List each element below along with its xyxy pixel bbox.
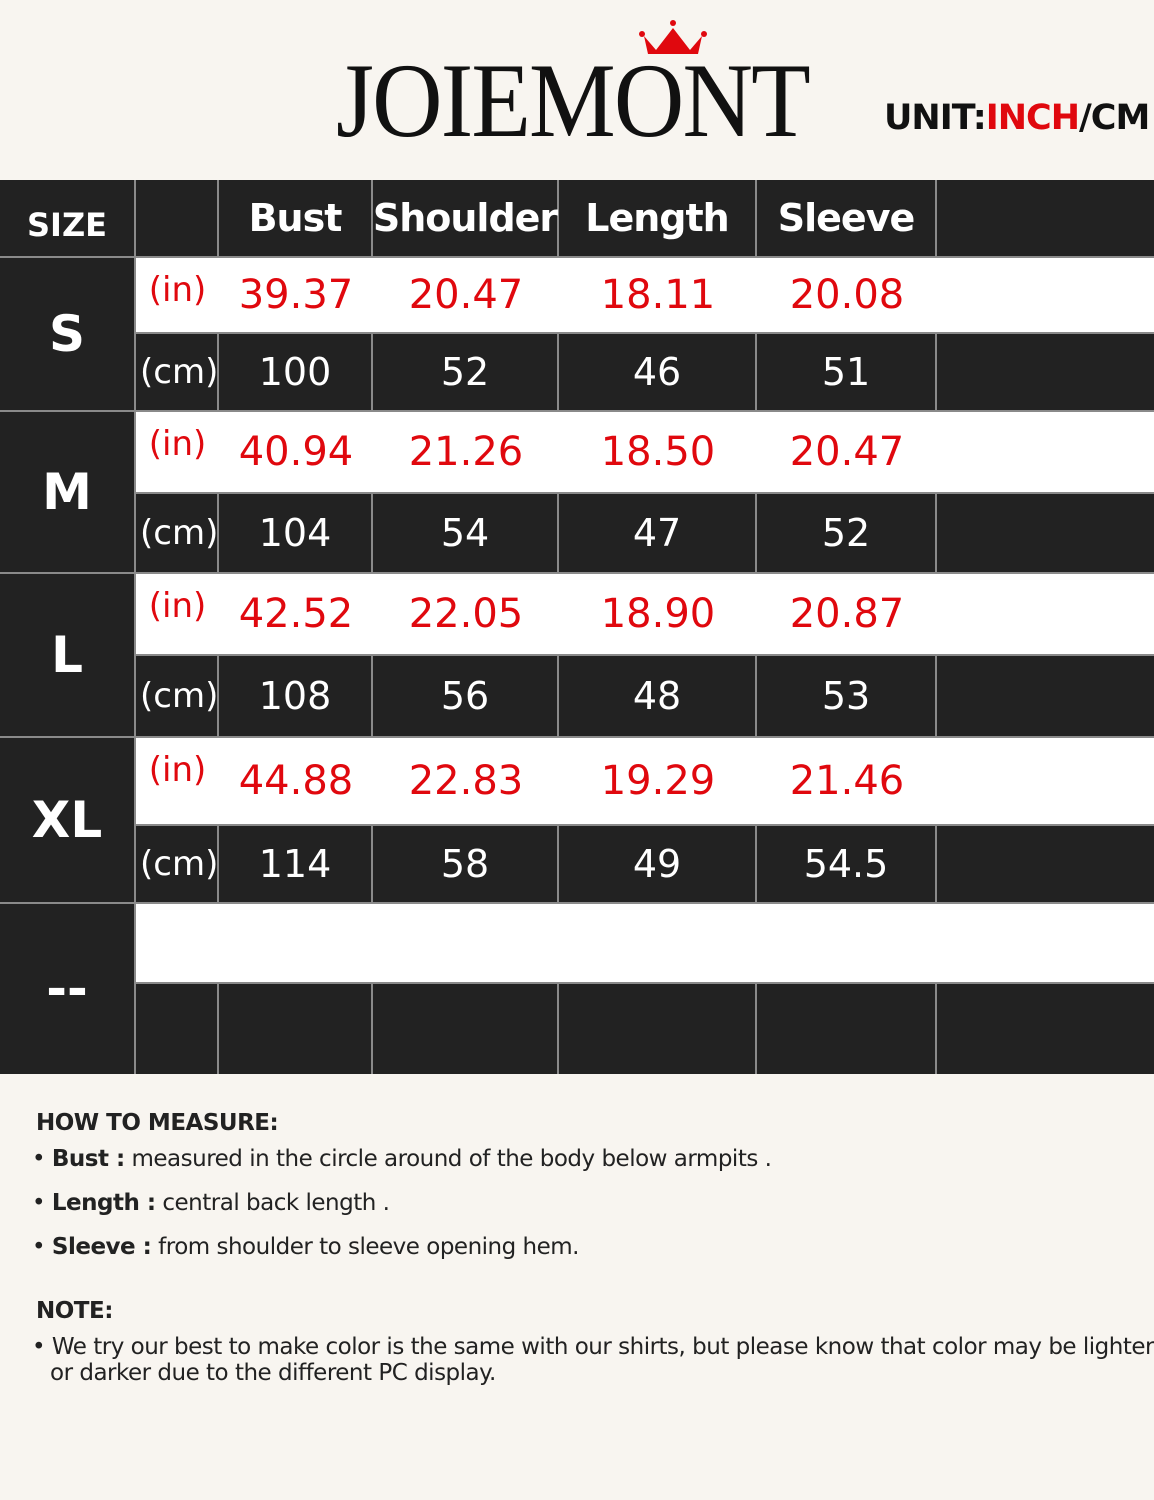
measure-term: Bust : bbox=[51, 1146, 125, 1172]
unit-in-label: (in) bbox=[148, 586, 207, 626]
unit-prefix: UNIT: bbox=[884, 98, 987, 138]
unit-in-label: (in) bbox=[148, 750, 207, 790]
inch-value: 18.11 bbox=[600, 272, 716, 318]
inch-value: 42.52 bbox=[238, 591, 354, 637]
measure-item-length: • Length : central back length . bbox=[32, 1190, 390, 1216]
blank-cell bbox=[559, 984, 755, 1074]
measure-item-bust: • Bust : measured in the circle around o… bbox=[32, 1146, 772, 1172]
blank-cell bbox=[757, 984, 935, 1074]
blank-cell bbox=[937, 574, 1154, 654]
note-title: NOTE: bbox=[36, 1298, 113, 1324]
inch-row: (in) 42.52 22.05 18.90 20.87 bbox=[136, 574, 1154, 654]
size-label: -- bbox=[0, 904, 134, 1074]
note-text: • We try our best to make color is the s… bbox=[32, 1334, 1154, 1386]
inch-row: (in) 44.88 22.83 19.29 21.46 bbox=[136, 738, 1154, 824]
cm-value: 52 bbox=[373, 334, 557, 410]
measure-text: measured in the circle around of the bod… bbox=[124, 1146, 772, 1172]
inch-value: 19.29 bbox=[600, 758, 716, 804]
inch-value: 20.47 bbox=[408, 272, 524, 318]
unit-cm-label: (cm) bbox=[136, 494, 218, 572]
blank-cell bbox=[937, 738, 1154, 824]
measure-text: from shoulder to sleeve opening hem. bbox=[151, 1234, 579, 1260]
measure-term: Sleeve : bbox=[51, 1234, 152, 1260]
blank-cell bbox=[937, 412, 1154, 492]
column-header: Length bbox=[559, 180, 755, 256]
inch-value: 22.05 bbox=[408, 591, 524, 637]
inch-value: 20.08 bbox=[789, 272, 905, 318]
column-header: Sleeve bbox=[757, 180, 935, 256]
cm-value: 54.5 bbox=[757, 826, 935, 902]
blank-cell bbox=[937, 258, 1154, 332]
header-blank bbox=[136, 180, 217, 256]
size-label: XL bbox=[0, 738, 134, 902]
blank-cell bbox=[937, 984, 1154, 1074]
inch-value: 21.26 bbox=[408, 429, 524, 475]
inch-value: 18.90 bbox=[600, 591, 716, 637]
inch-row: (in) 40.94 21.26 18.50 20.47 bbox=[136, 412, 1154, 492]
blank-cell bbox=[373, 984, 557, 1074]
cm-value: 48 bbox=[559, 656, 755, 736]
inch-value: 20.47 bbox=[789, 429, 905, 475]
unit-cm-label: (cm) bbox=[136, 826, 218, 902]
cm-value: 46 bbox=[559, 334, 755, 410]
inch-value: 40.94 bbox=[238, 429, 354, 475]
unit-label: UNIT:INCH/CM bbox=[884, 98, 1151, 138]
unit-inch: INCH bbox=[985, 98, 1080, 138]
column-header: Bust bbox=[219, 180, 371, 256]
unit-separator: / bbox=[1079, 98, 1092, 138]
blank-cell bbox=[136, 984, 217, 1074]
how-to-measure-section: HOW TO MEASURE: • Bust : measured in the… bbox=[32, 1110, 1154, 1386]
size-label: M bbox=[0, 412, 134, 572]
cm-value: 54 bbox=[373, 494, 557, 572]
inch-value: 44.88 bbox=[238, 758, 354, 804]
inch-value: 21.46 bbox=[789, 758, 905, 804]
size-label: S bbox=[0, 258, 134, 410]
size-chart-table: SIZE Bust Shoulder Length Sleeve S (in) 39.37 20… bbox=[0, 180, 1154, 1074]
crown-icon bbox=[639, 20, 707, 54]
column-header bbox=[937, 180, 1154, 256]
cm-value: 53 bbox=[757, 656, 935, 736]
unit-cm-label: (cm) bbox=[136, 334, 218, 410]
inch-value: 20.87 bbox=[789, 591, 905, 637]
brand-logo: JOIEMONT bbox=[336, 42, 811, 159]
cm-value: 58 bbox=[373, 826, 557, 902]
measure-item-sleeve: • Sleeve : from shoulder to sleeve openi… bbox=[32, 1234, 579, 1260]
blank-row bbox=[136, 904, 1154, 982]
column-header: Shoulder bbox=[373, 180, 558, 256]
unit-cm-label: (cm) bbox=[136, 656, 218, 736]
inch-row: (in) 39.37 20.47 18.11 20.08 bbox=[136, 258, 1154, 332]
cm-value: 104 bbox=[219, 494, 371, 572]
inch-value: 22.83 bbox=[408, 758, 524, 804]
cm-value: 49 bbox=[559, 826, 755, 902]
how-to-measure-title: HOW TO MEASURE: bbox=[36, 1110, 279, 1136]
measure-term: Length : bbox=[51, 1190, 156, 1216]
cm-value: 47 bbox=[559, 494, 755, 572]
blank-cell bbox=[937, 826, 1154, 902]
inch-value: 39.37 bbox=[238, 272, 354, 318]
size-label: L bbox=[0, 574, 134, 736]
unit-cm: CM bbox=[1090, 98, 1151, 138]
cm-value: 114 bbox=[219, 826, 371, 902]
blank-cell bbox=[219, 984, 371, 1074]
cm-value: 108 bbox=[219, 656, 371, 736]
cm-value: 56 bbox=[373, 656, 557, 736]
blank-cell bbox=[937, 334, 1154, 410]
unit-in-label: (in) bbox=[148, 270, 207, 310]
cm-value: 100 bbox=[219, 334, 371, 410]
note-line: or darker due to the different PC displa… bbox=[50, 1360, 496, 1386]
blank-cell bbox=[937, 494, 1154, 572]
measure-text: central back length . bbox=[155, 1190, 390, 1216]
note-line: We try our best to make color is the sam… bbox=[51, 1334, 1154, 1360]
cm-value: 51 bbox=[757, 334, 935, 410]
size-header: SIZE bbox=[0, 180, 134, 256]
unit-in-label: (in) bbox=[148, 424, 207, 464]
cm-value: 52 bbox=[757, 494, 935, 572]
blank-cell bbox=[937, 656, 1154, 736]
inch-value: 18.50 bbox=[600, 429, 716, 475]
